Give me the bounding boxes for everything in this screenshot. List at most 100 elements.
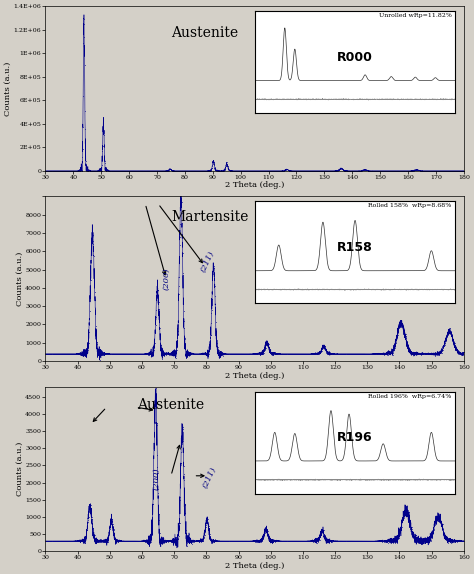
Point [349, 349, 357, 358]
Point [181, 499, 189, 509]
Point [449, 537, 457, 546]
Point [55, 166, 63, 175]
Point [158, 352, 165, 361]
Point [349, 166, 356, 175]
Point [401, 166, 409, 175]
Point [230, 349, 237, 358]
Point [176, 483, 184, 492]
Point [149, 348, 156, 357]
Point [82, 159, 90, 168]
Point [252, 537, 260, 546]
Point [226, 349, 234, 358]
Point [201, 348, 209, 358]
Point [66, 349, 74, 358]
Point [160, 538, 167, 547]
Point [337, 536, 345, 545]
Point [160, 347, 167, 356]
Point [231, 349, 239, 358]
Point [231, 166, 238, 175]
Point [113, 536, 121, 545]
Point [117, 537, 125, 546]
Point [138, 536, 146, 545]
Point [44, 166, 51, 175]
Point [290, 536, 298, 545]
Point [287, 536, 295, 545]
Text: (200): (200) [162, 267, 170, 290]
Point [200, 536, 207, 545]
Point [437, 166, 445, 175]
Point [56, 349, 64, 358]
Point [141, 349, 149, 358]
Point [381, 166, 389, 175]
Point [294, 166, 302, 175]
Point [101, 350, 109, 359]
Point [201, 530, 208, 540]
Point [379, 166, 386, 175]
Point [440, 533, 448, 542]
Point [183, 166, 191, 175]
Point [138, 536, 146, 545]
Point [407, 166, 414, 175]
Point [428, 531, 435, 540]
Point [381, 537, 389, 546]
Point [165, 350, 173, 359]
Point [110, 349, 118, 358]
Point [138, 349, 146, 358]
Point [281, 536, 288, 545]
Point [400, 507, 408, 516]
Point [306, 536, 313, 545]
Point [423, 536, 431, 545]
Point [100, 536, 107, 545]
Point [426, 534, 434, 544]
Point [455, 166, 463, 175]
Point [166, 536, 173, 545]
Point [415, 535, 422, 544]
Point [170, 537, 177, 546]
Point [161, 350, 169, 359]
Point [67, 166, 75, 175]
Point [438, 519, 445, 529]
Point [459, 350, 466, 359]
Point [219, 536, 227, 545]
Point [331, 166, 339, 175]
Point [51, 166, 58, 175]
Point [73, 349, 81, 358]
Point [228, 349, 235, 358]
Point [91, 303, 99, 312]
Point [297, 349, 304, 358]
Point [166, 165, 173, 174]
Point [197, 537, 204, 546]
Point [329, 166, 337, 175]
Point [343, 349, 351, 358]
Point [358, 166, 365, 175]
Point [73, 166, 81, 175]
Point [146, 349, 154, 358]
Point [54, 349, 61, 358]
Point [79, 352, 87, 361]
Point [56, 349, 64, 358]
Point [416, 166, 423, 175]
Point [144, 537, 151, 546]
Point [387, 166, 395, 175]
Point [82, 166, 90, 176]
Point [419, 350, 427, 359]
Point [410, 533, 417, 542]
Point [142, 537, 150, 546]
Point [60, 349, 67, 358]
Point [239, 166, 247, 175]
Point [334, 166, 342, 175]
Point [63, 536, 70, 545]
Point [246, 349, 254, 358]
Point [375, 537, 383, 546]
Point [349, 536, 357, 545]
Point [214, 166, 221, 175]
Point [219, 348, 226, 358]
Point [201, 530, 209, 539]
Point [438, 348, 446, 358]
Point [346, 536, 354, 545]
Point [303, 166, 310, 175]
Point [436, 166, 444, 175]
Point [273, 166, 281, 175]
Point [356, 349, 364, 358]
Point [92, 166, 100, 175]
